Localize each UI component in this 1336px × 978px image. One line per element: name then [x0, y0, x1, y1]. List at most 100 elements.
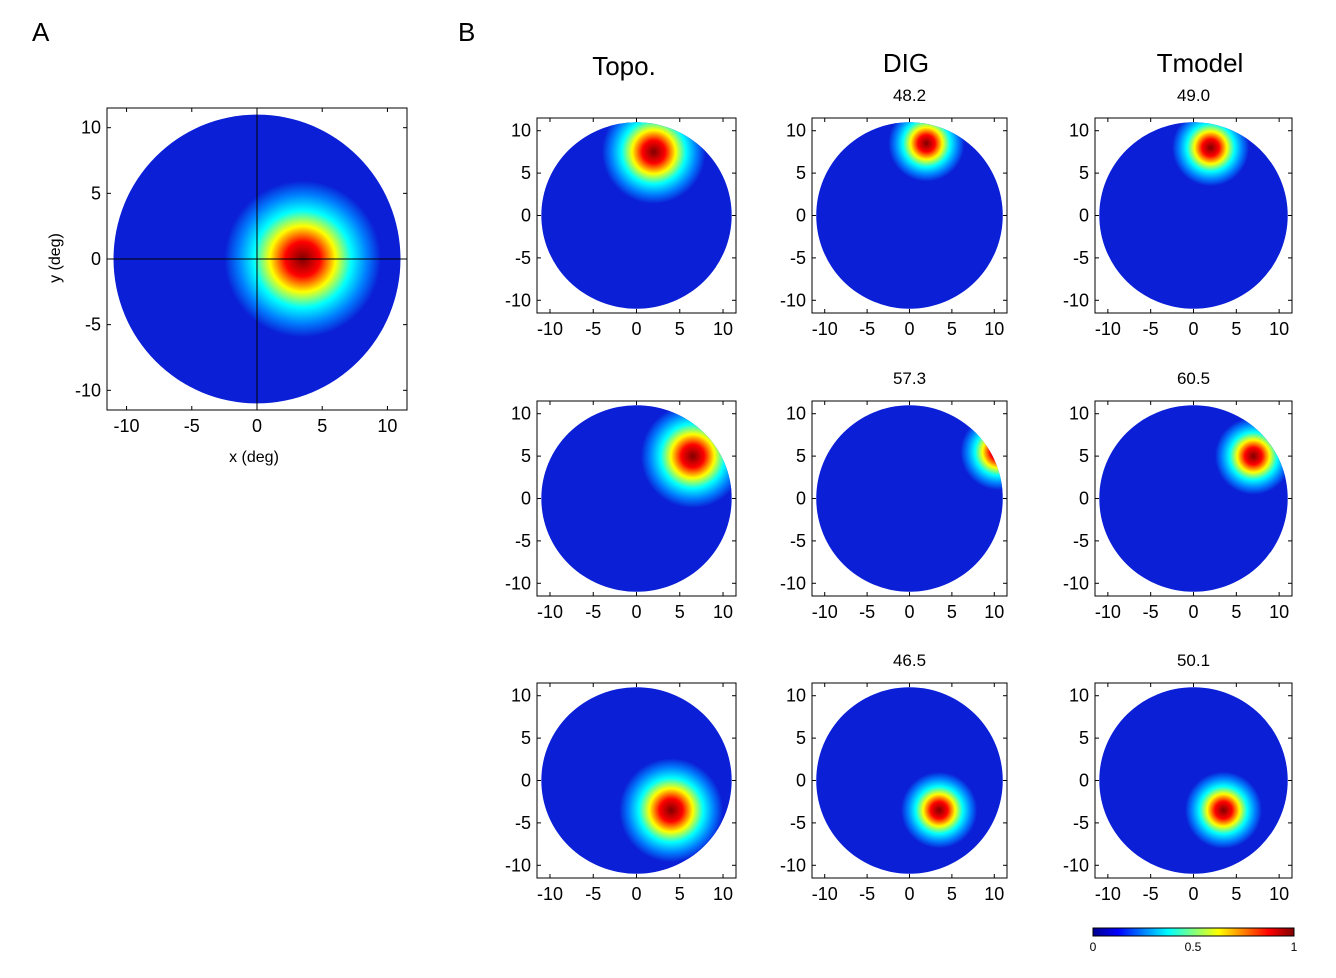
colorbar-tick-label: 0	[1090, 940, 1097, 954]
colorbar-tick-label: 1	[1291, 940, 1298, 954]
subplot-B2-DIG: -10 -5 0 5 10 -10 -5 0 5 10 57.3	[780, 369, 1008, 622]
x-tick-label: 0	[904, 884, 914, 904]
x-tick-label: 10	[377, 416, 397, 436]
y-tick-label: 10	[1069, 686, 1089, 706]
y-tick-label: 10	[786, 686, 806, 706]
receptive-field-hotspot	[1184, 771, 1263, 849]
y-tick-label: -10	[505, 855, 531, 875]
aperture-disc	[1099, 687, 1288, 874]
subplot-B2-topo: -10 -5 0 5 10 -10 -5 0 5 10	[505, 400, 737, 622]
x-tick-label: 5	[947, 884, 957, 904]
receptive-field-hotspot	[1214, 417, 1288, 495]
x-tick-label: 0	[631, 319, 641, 339]
y-tick-label: -10	[780, 290, 806, 310]
x-tick-label: -10	[812, 602, 838, 622]
column-title-tmodel: Tmodel	[1157, 48, 1244, 78]
subplot-value-label: 57.3	[893, 369, 926, 388]
subplot-B2-Tmodel: -10 -5 0 5 10 -10 -5 0 5 10 60.5	[1063, 369, 1293, 622]
subplot-B1-topo: -10 -5 0 5 10 -10 -5 0 5 10	[505, 117, 737, 339]
x-tick-label: 5	[675, 319, 685, 339]
y-tick-label: 5	[521, 163, 531, 183]
y-tick-label: 0	[1079, 771, 1089, 791]
x-tick-label: 5	[947, 319, 957, 339]
y-tick-label: -10	[780, 573, 806, 593]
x-tick-label: 0	[631, 884, 641, 904]
subplot-value-label: 60.5	[1177, 369, 1210, 388]
x-tick-label: 10	[984, 319, 1004, 339]
y-tick-label: -10	[1063, 855, 1089, 875]
x-tick-label: 10	[1269, 602, 1289, 622]
receptive-field-hotspot	[601, 122, 706, 204]
x-tick-label: 10	[984, 602, 1004, 622]
x-tick-label: -5	[1143, 884, 1159, 904]
y-tick-label: 5	[1079, 446, 1089, 466]
x-tick-label: 0	[904, 602, 914, 622]
x-tick-label: -5	[585, 319, 601, 339]
y-tick-label: 0	[521, 771, 531, 791]
y-tick-label: -10	[505, 290, 531, 310]
y-tick-label: -5	[790, 248, 806, 268]
x-tick-label: 10	[1269, 319, 1289, 339]
x-tick-label: 5	[1231, 602, 1241, 622]
x-axis-label: x (deg)	[229, 449, 279, 466]
aperture-disc	[816, 405, 1003, 592]
subplot-value-label: 46.5	[893, 651, 926, 670]
subplot-value-label: 49.0	[1177, 86, 1210, 105]
y-tick-label: 10	[81, 118, 101, 138]
x-tick-label: 5	[675, 602, 685, 622]
x-tick-label: -5	[859, 884, 875, 904]
x-tick-label: 5	[675, 884, 685, 904]
colorbar-gradient	[1093, 928, 1294, 936]
x-tick-label: 0	[1188, 319, 1198, 339]
x-tick-label: -10	[537, 319, 563, 339]
y-tick-label: 0	[796, 206, 806, 226]
x-tick-label: -5	[585, 602, 601, 622]
y-tick-label: -5	[1073, 531, 1089, 551]
colorbar-tick-label: 0.5	[1185, 940, 1202, 954]
y-tick-label: 0	[521, 489, 531, 509]
x-tick-label: 0	[1188, 884, 1198, 904]
y-tick-label: 0	[1079, 489, 1089, 509]
x-tick-label: -5	[1143, 319, 1159, 339]
x-tick-label: 5	[947, 602, 957, 622]
y-tick-label: 0	[796, 489, 806, 509]
panel-label-b: B	[458, 17, 475, 47]
x-tick-label: -10	[812, 884, 838, 904]
y-tick-label: 0	[521, 206, 531, 226]
receptive-field-hotspot	[901, 772, 978, 849]
x-tick-label: 5	[1231, 319, 1241, 339]
y-tick-label: 10	[511, 686, 531, 706]
x-tick-label: -10	[114, 416, 140, 436]
y-tick-label: -10	[505, 573, 531, 593]
aperture-disc	[816, 122, 1003, 309]
y-tick-label: -5	[1073, 248, 1089, 268]
x-tick-label: 10	[1269, 884, 1289, 904]
panel-label-a: A	[32, 17, 50, 47]
x-tick-label: 5	[317, 416, 327, 436]
y-tick-label: -5	[515, 813, 531, 833]
receptive-field-hotspot	[888, 122, 965, 182]
y-tick-label: -10	[780, 855, 806, 875]
y-tick-label: -5	[1073, 813, 1089, 833]
y-tick-label: 10	[786, 404, 806, 424]
y-tick-label: -10	[1063, 290, 1089, 310]
y-tick-label: 0	[1079, 206, 1089, 226]
y-tick-label: 5	[796, 163, 806, 183]
y-axis-label: y (deg)	[47, 233, 64, 283]
y-tick-label: 10	[511, 121, 531, 141]
subplot-B3-DIG: -10 -5 0 5 10 -10 -5 0 5 10 46.5	[780, 651, 1008, 904]
x-tick-label: -5	[585, 884, 601, 904]
subplot-B3-Tmodel: -10 -5 0 5 10 -10 -5 0 5 10 50.1	[1063, 651, 1293, 904]
y-tick-label: 10	[786, 121, 806, 141]
y-tick-label: 10	[511, 404, 531, 424]
x-tick-label: 10	[713, 884, 733, 904]
x-tick-label: -10	[537, 884, 563, 904]
y-tick-label: 10	[1069, 121, 1089, 141]
receptive-field-hotspot	[640, 405, 732, 509]
x-tick-label: -10	[537, 602, 563, 622]
y-tick-label: 0	[796, 771, 806, 791]
subplot-value-label: 48.2	[893, 86, 926, 105]
subplot-B1-DIG: -10 -5 0 5 10 -10 -5 0 5 10 48.2	[780, 86, 1008, 339]
x-tick-label: -10	[1095, 602, 1121, 622]
colorbar: 0 0.5 1	[1090, 927, 1298, 954]
